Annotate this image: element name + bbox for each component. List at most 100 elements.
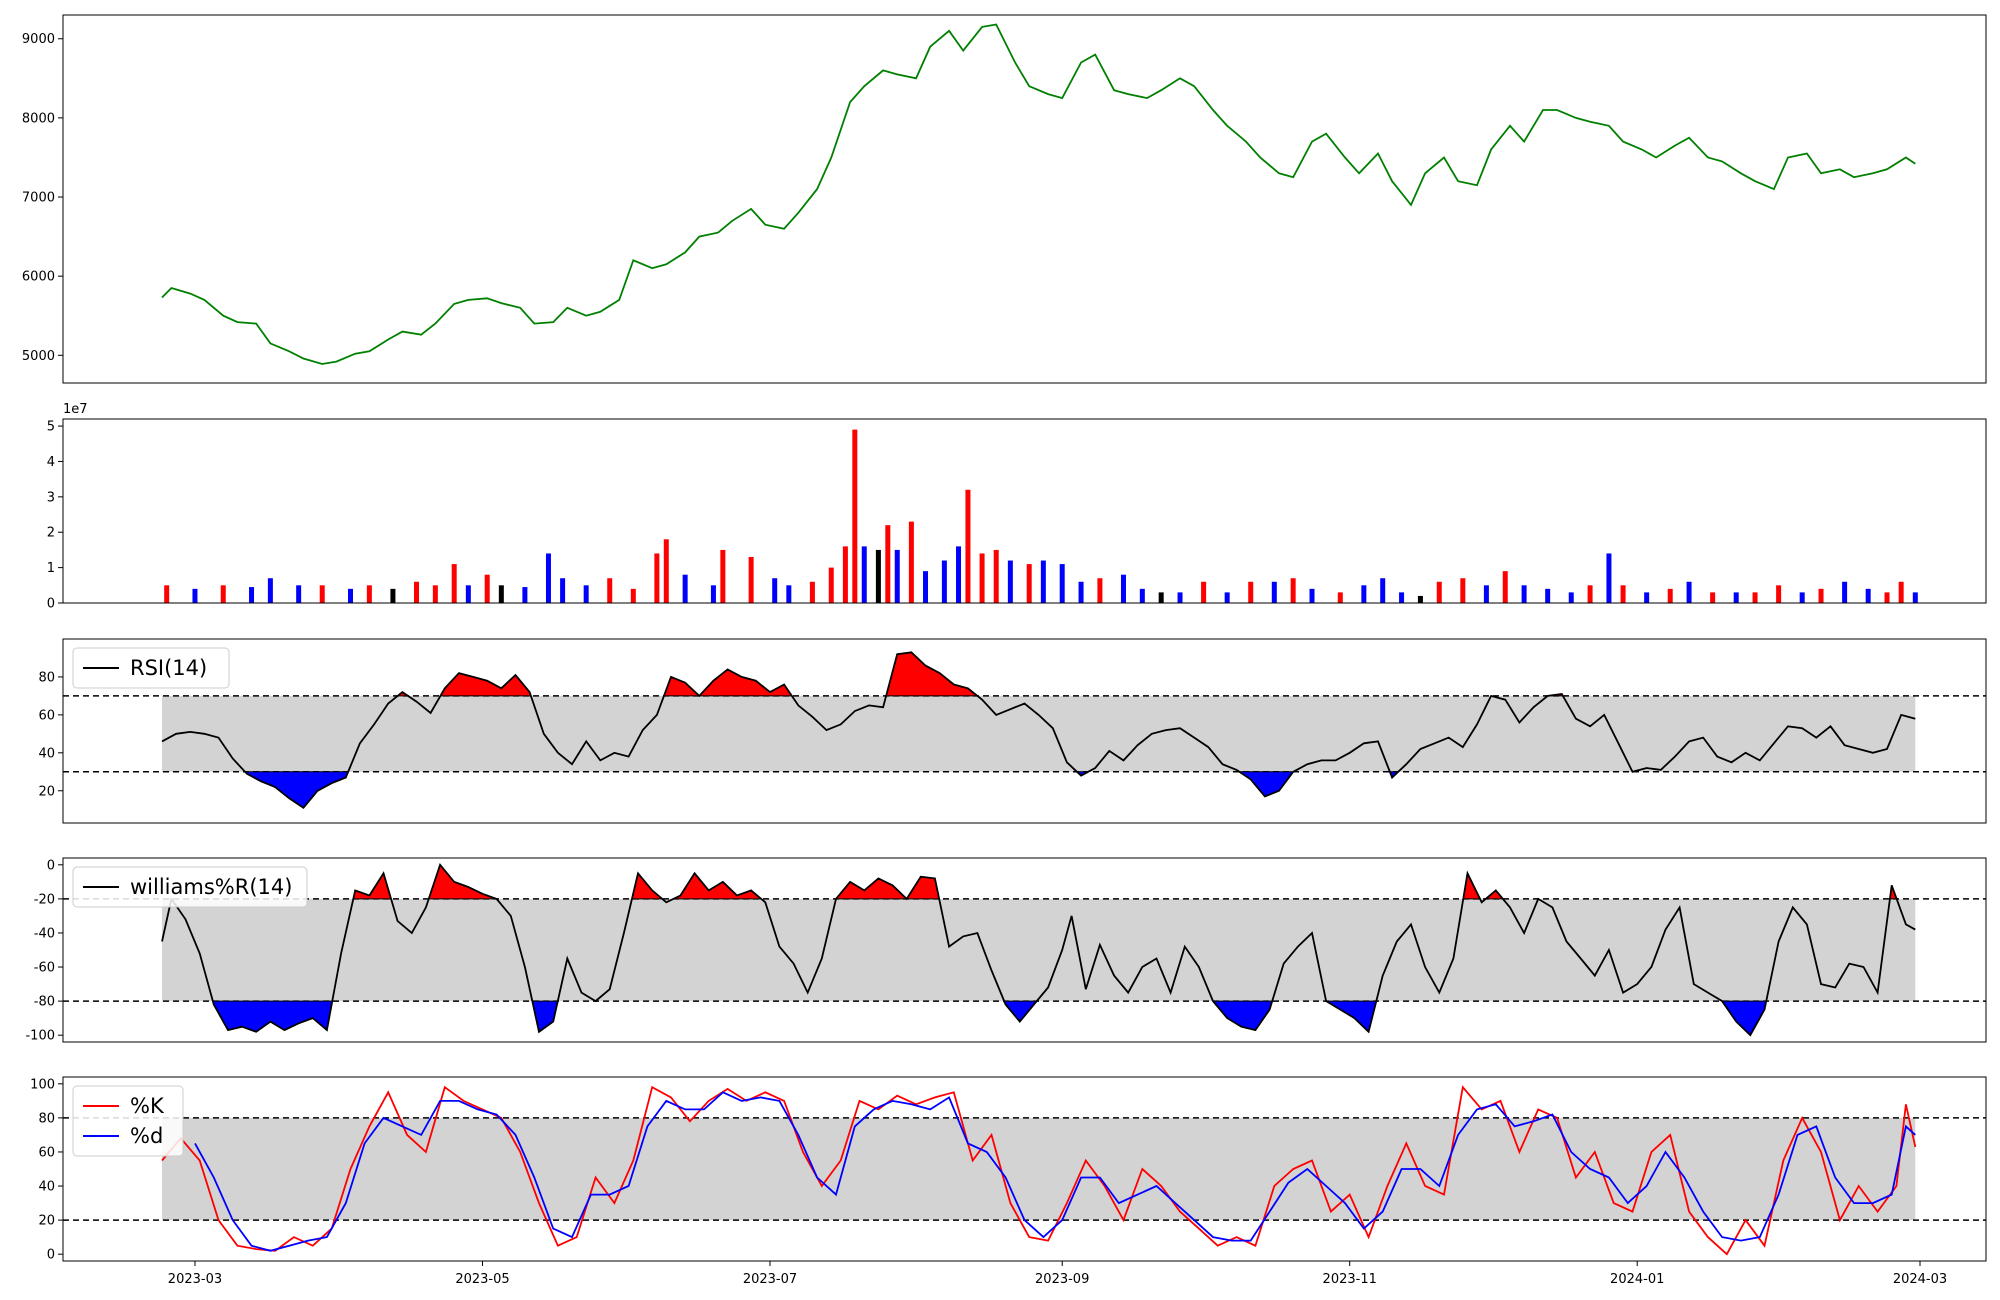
volume-bar [390,588,396,603]
volume-panel: 0 1 2 3 4 5 1e7 [47,402,1987,612]
neutral-band [161,695,1916,772]
neutral-band [161,1117,1916,1221]
y-tick-label: -100 [25,1029,55,1044]
axes-frame [62,418,1987,604]
volume-bar [164,585,170,603]
volume-bar [1271,581,1277,603]
y-tick-label: 7000 [22,191,55,206]
volume-bar [908,521,914,603]
y-tick-label: 8000 [22,111,55,126]
axes-frame [62,1076,1987,1262]
overbought-area [885,651,979,697]
volume-bar [842,546,848,603]
volume-bar [1007,560,1013,603]
volume-bar [1606,553,1612,603]
volume-bar [1139,588,1145,603]
williams-r-panel: -100 -80 -60 -40 -20 0 williams%R(14) [25,857,1987,1044]
volume-bar [249,587,255,603]
y-tick-label: 40 [38,1180,55,1195]
volume-bar [220,585,226,603]
axes-frame [62,638,1987,824]
legend-box [72,866,308,908]
volume-bar [894,549,900,603]
volume-bar [1710,592,1716,603]
series-line [194,1091,1916,1252]
y-tick-label: 0 [47,858,55,873]
y-tick-label: 2 [47,526,55,541]
volume-bar [861,546,867,603]
y-tick-label: -60 [34,961,55,976]
volume-bar [1620,585,1626,603]
legend-box [72,647,230,689]
volume-bar [1201,581,1207,603]
volume-bar [1898,581,1904,603]
y-tick-label: 60 [38,1145,55,1160]
x-tick-label: 2023-11 [1323,1272,1377,1287]
volume-bar [941,560,947,603]
x-tick-label: 2024-03 [1893,1272,1947,1287]
volume-bar [720,549,726,603]
volume-bar [993,549,999,603]
volume-bar [772,578,778,603]
y-tick-label: 80 [38,670,55,685]
y-tick-label: 4 [47,455,55,470]
volume-bar [319,585,325,603]
volume-bar [1120,574,1126,603]
x-tick-label: 2023-07 [743,1272,797,1287]
volume-bar [1752,592,1758,603]
volume-bar [1040,560,1046,603]
x-tick-label: 2024-01 [1610,1272,1664,1287]
volume-bar [1059,564,1065,603]
axes-frame [62,14,1987,384]
volume-bar [192,588,198,603]
oversold-area [212,1000,333,1033]
volume-bar [809,581,815,603]
volume-bar [682,574,688,603]
stochastic-panel: 0 20 40 60 80 100 %K %d [30,1076,1987,1263]
legend-box [72,1085,184,1157]
volume-bar [1776,585,1782,603]
volume-scale-label: 1e7 [63,402,88,417]
legend-label: RSI(14) [130,656,207,680]
volume-bar [875,549,881,603]
volume-bar [1667,588,1673,603]
x-tick-label: 2023-09 [1035,1272,1089,1287]
x-axis: 2023-03 2023-05 2023-07 2023-09 2023-11 2024-… [168,1261,1947,1287]
volume-bar [1644,592,1650,603]
volume-bar [1248,581,1254,603]
volume-bar [348,588,354,603]
series-line [161,1085,1917,1256]
volume-bar [852,429,858,603]
series-line [161,862,1916,1037]
volume-bar [965,489,971,603]
x-tick-label: 2023-03 [168,1272,222,1287]
volume-bar [1224,592,1230,603]
volume-bar [1177,592,1183,603]
y-tick-label: 3 [47,490,55,505]
volume-bar [560,578,566,603]
volume-bar [413,581,419,603]
y-tick-label: 80 [38,1111,55,1126]
volume-bar [1361,585,1367,603]
axes-frame [62,857,1987,1043]
volume-bar [484,574,490,603]
volume-bar [522,587,528,603]
overbought-area [698,668,793,697]
rsi-panel: 20 40 60 80 RSI(14) [38,638,1987,824]
volume-bar [1399,592,1405,603]
series-line [161,651,1916,809]
volume-bar [1865,588,1871,603]
volume-bar [1417,595,1423,603]
volume-bar [1097,578,1103,603]
y-tick-label: 0 [47,597,55,612]
volume-bar [786,585,792,603]
y-tick-label: -40 [34,926,55,941]
volume-bar [1078,581,1084,603]
y-tick-label: -80 [34,995,55,1010]
volume-bar [498,585,504,603]
oversold-area [1003,1000,1038,1023]
volume-bar [630,588,636,603]
volume-bar [748,557,754,603]
y-tick-label: 5000 [22,349,55,364]
